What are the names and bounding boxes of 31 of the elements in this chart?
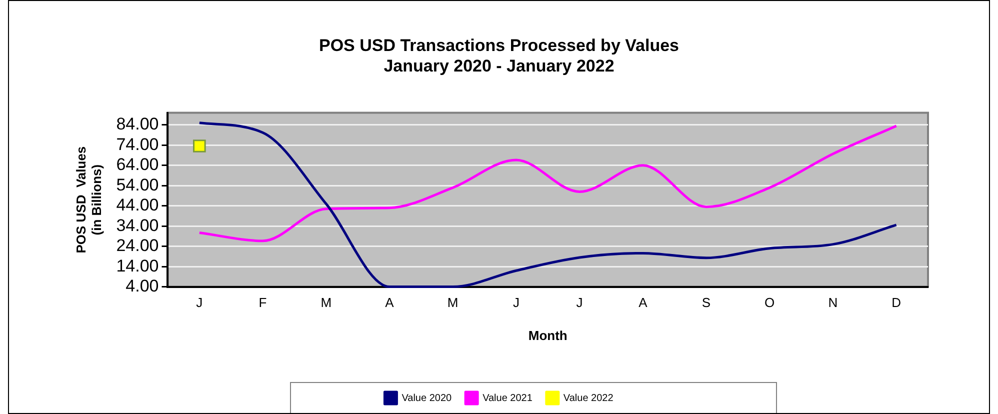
- x-tick-label: J: [576, 295, 583, 310]
- y-tick-label: 54.00: [116, 175, 159, 194]
- x-tick-label: A: [638, 295, 648, 310]
- y-tick-label: 84.00: [116, 114, 159, 134]
- y-tick-label: 14.00: [116, 256, 159, 276]
- legend-label: Value 2020: [402, 392, 452, 404]
- x-tick-label: O: [764, 295, 775, 310]
- y-tick-label: 34.00: [116, 216, 159, 235]
- x-tick-label: J: [512, 295, 520, 310]
- x-tick-label: J: [196, 295, 203, 310]
- legend-label: Value 2021: [482, 392, 533, 404]
- line-series: [198, 124, 898, 242]
- x-axis-title: Month: [528, 328, 568, 343]
- x-tick-label: M: [447, 295, 458, 310]
- x-tick-label: F: [258, 295, 267, 310]
- x-tick-label: N: [828, 295, 838, 310]
- x-tick-label: D: [892, 295, 902, 310]
- y-tick-label: 24.00: [116, 236, 159, 256]
- line-series: [198, 122, 898, 288]
- y-tick-label: 4.00: [126, 276, 159, 296]
- text: (in Billions): [88, 164, 104, 236]
- y-tick-label: 74.00: [116, 134, 159, 154]
- x-tick-label: S: [702, 295, 711, 310]
- x-tick-label: A: [385, 295, 394, 310]
- legend-label: Value 2022: [563, 392, 614, 404]
- text: POS USD Transactions Processed by Values: [319, 36, 679, 55]
- text: January 2020 - January 2022: [384, 56, 614, 76]
- y-tick-label: 64.00: [116, 155, 159, 174]
- y-tick-label: 44.00: [116, 196, 159, 215]
- text: POS USD Values: [73, 146, 88, 254]
- x-tick-label: M: [320, 295, 332, 310]
